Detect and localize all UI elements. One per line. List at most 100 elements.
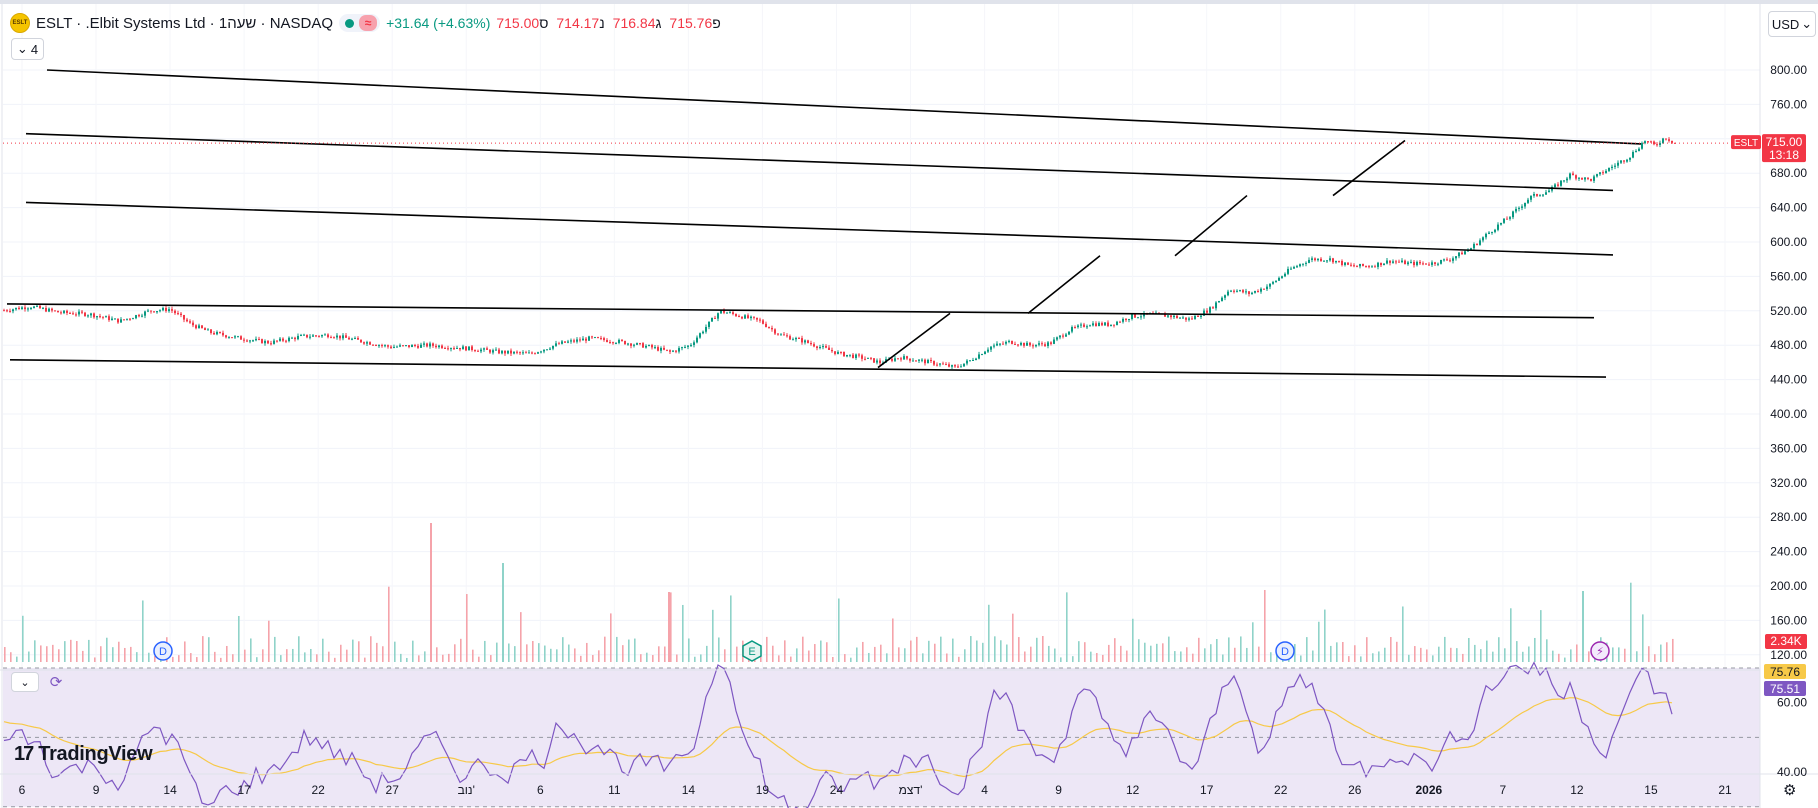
candle-body — [723, 309, 725, 313]
volume-bar — [598, 650, 600, 662]
volume-bar — [1120, 645, 1122, 662]
candle-body — [1260, 288, 1262, 292]
candle-body — [483, 348, 485, 350]
candle-body — [1305, 262, 1307, 264]
candle-body — [258, 338, 260, 340]
symbol-title[interactable]: ESLT · .Elbit Systems Ltd · 1שעה · NASDA… — [36, 14, 334, 32]
refresh-icon[interactable]: ⟳ — [49, 674, 63, 691]
currency-button[interactable]: USD ⌄ — [1768, 11, 1816, 37]
price-tick-label: 520.00 — [1770, 304, 1807, 318]
dividend-marker[interactable]: D — [153, 641, 173, 661]
candle-body — [564, 341, 566, 343]
candle-body — [855, 354, 857, 358]
candle-body — [1668, 139, 1670, 141]
volume-bar — [442, 654, 444, 662]
volume-bar — [1360, 656, 1362, 662]
volume-bar — [478, 656, 480, 662]
candle-body — [1407, 262, 1409, 265]
candle-body — [204, 328, 206, 331]
volume-bar — [1318, 621, 1320, 662]
volume-bar — [1552, 650, 1554, 662]
event-markers[interactable]: D E D ⚡ — [153, 640, 1610, 662]
volume-bar — [1186, 647, 1188, 662]
volume-bar — [952, 638, 954, 662]
earnings-marker[interactable]: E — [742, 640, 762, 662]
candle-body — [414, 345, 416, 347]
lightning-icon — [1590, 641, 1610, 661]
candle-body — [891, 359, 893, 361]
volume-bar — [1138, 639, 1140, 662]
volume-bar — [28, 651, 30, 662]
volume-bar — [1666, 642, 1668, 662]
candle-body — [1335, 260, 1337, 263]
candle-body — [1386, 260, 1388, 264]
volume-bar — [448, 653, 450, 662]
candle-body — [1353, 265, 1355, 267]
candle-body — [177, 313, 179, 315]
symbol-legend[interactable]: ESLT ESLT · .Elbit Systems Ltd · 1שעה · … — [10, 12, 721, 34]
time-tick-label: 12 — [1570, 783, 1584, 797]
candle-body — [264, 340, 266, 344]
data-status-icon[interactable]: ≈ — [359, 15, 378, 31]
candle-body — [342, 335, 344, 339]
volume-bar — [874, 646, 876, 662]
volume-bar — [982, 642, 984, 662]
candle-body — [39, 305, 41, 309]
candle-body — [1308, 259, 1310, 263]
candle-body — [255, 338, 257, 341]
volume-bar — [1240, 636, 1242, 662]
volume-bar — [70, 639, 72, 662]
candle-body — [1014, 343, 1016, 345]
trendlines[interactable] — [6, 69, 1642, 378]
candle-body — [1134, 314, 1136, 318]
volume-bar — [322, 638, 324, 662]
volume-bar — [628, 639, 630, 662]
price-tick-label: 240.00 — [1770, 545, 1807, 559]
volume-bar — [772, 645, 774, 662]
candle-body — [327, 334, 329, 338]
candle-body — [279, 338, 281, 341]
status-pill[interactable]: ≈ — [339, 14, 381, 32]
candle-body — [306, 334, 308, 338]
volume-bar — [1114, 638, 1116, 662]
candle-body — [1002, 343, 1004, 345]
candle-body — [243, 339, 245, 341]
indicators-collapse-button[interactable]: ⌄ 4 — [11, 38, 44, 60]
candle-body — [609, 342, 611, 344]
dividend-marker[interactable]: D — [1275, 641, 1295, 661]
time-tick-label: 26 — [1348, 783, 1362, 797]
candle-body — [1494, 229, 1496, 232]
volume-bar — [154, 656, 156, 662]
candle-body — [1539, 195, 1541, 197]
candle-body — [27, 308, 29, 310]
volume-bar — [520, 612, 522, 662]
time-tick-label: 24 — [830, 783, 844, 797]
dividend-icon — [1275, 641, 1295, 661]
tradingview-logo[interactable]: 17 TradingView — [14, 743, 153, 766]
candle-body — [426, 343, 428, 347]
candle-body — [1059, 335, 1061, 338]
volume-bar — [52, 644, 54, 662]
candle-body — [1176, 315, 1178, 318]
candle-body — [1257, 290, 1259, 292]
earnings-icon — [742, 640, 762, 662]
ohlc-close: ס715.00 — [496, 15, 549, 31]
candle-body — [735, 313, 737, 317]
volume-bar — [556, 649, 558, 662]
volume-bar — [1372, 653, 1374, 662]
rsi-collapse-button[interactable]: ⌄ — [11, 672, 39, 692]
volume-bar — [820, 640, 822, 662]
candle-body — [1326, 260, 1328, 262]
candle-body — [1446, 259, 1448, 261]
gear-icon[interactable]: ⚙ — [1783, 782, 1797, 799]
volume-bar — [856, 647, 858, 662]
volume-bar — [1390, 637, 1392, 662]
lightning-marker[interactable]: ⚡ — [1590, 641, 1610, 661]
volume-bar — [1366, 637, 1368, 662]
volume-bar — [436, 647, 438, 662]
volume-bar — [238, 615, 240, 662]
candle-body — [1098, 322, 1100, 327]
volume-bar — [1048, 645, 1050, 662]
volume-bar — [970, 636, 972, 662]
